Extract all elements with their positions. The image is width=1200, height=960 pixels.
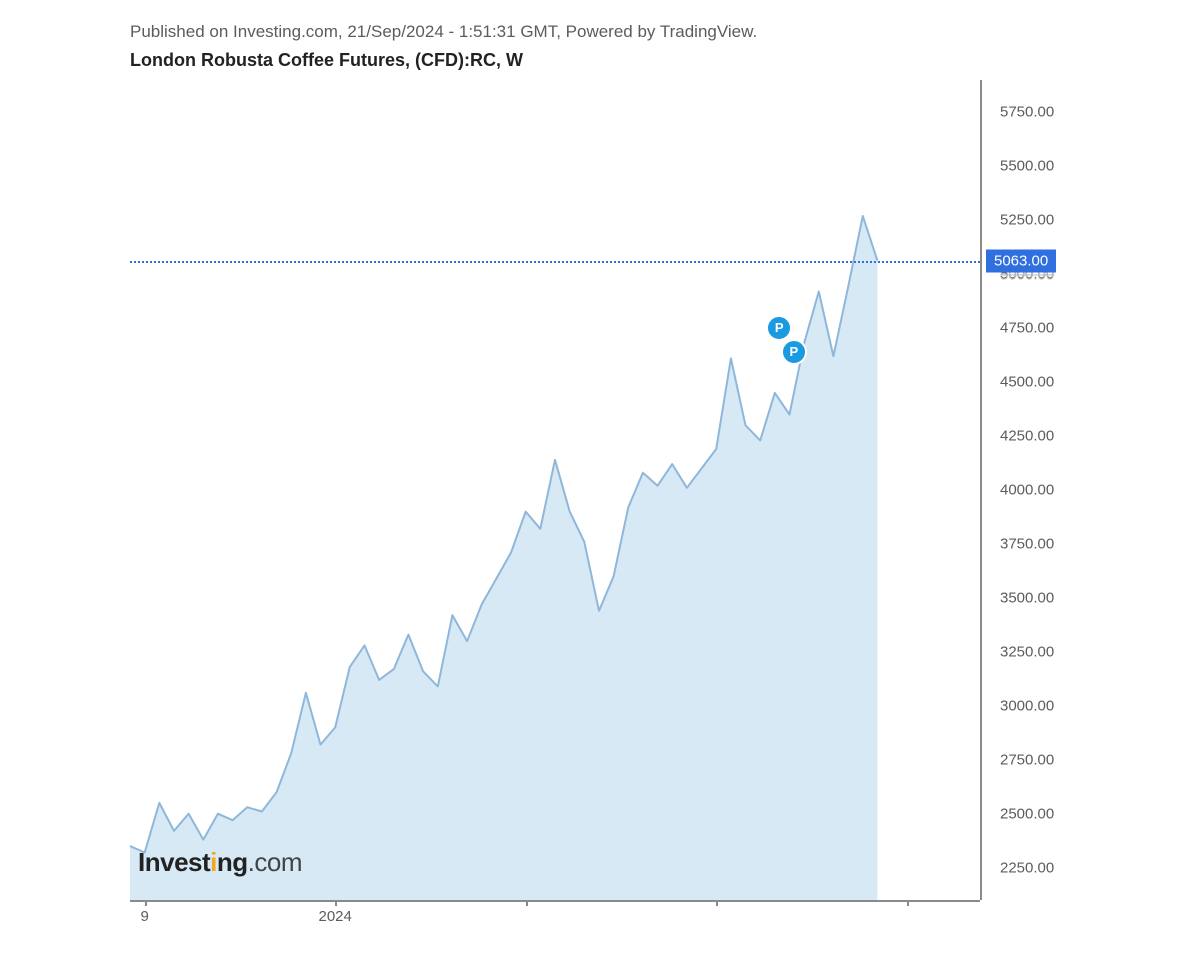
y-tick-label: 3250.00 [1000, 643, 1054, 660]
investing-watermark: Investing.com [138, 847, 302, 878]
x-tick-mark [716, 900, 718, 906]
y-tick-label: 5250.00 [1000, 212, 1054, 229]
y-tick-label: 5500.00 [1000, 158, 1054, 175]
y-tick-label: 5750.00 [1000, 104, 1054, 121]
y-tick-label: 2750.00 [1000, 751, 1054, 768]
y-axis-line [980, 80, 982, 900]
y-tick-label: 2250.00 [1000, 859, 1054, 876]
y-tick-label: 4750.00 [1000, 320, 1054, 337]
current-price-badge: 5063.00 [986, 249, 1056, 272]
x-axis-line [130, 900, 980, 902]
watermark-rest: .com [248, 847, 302, 877]
y-tick-label: 4000.00 [1000, 482, 1054, 499]
y-tick-label: 3500.00 [1000, 589, 1054, 606]
x-tick-label: 9 [140, 908, 148, 925]
watermark-bold: Investing [138, 847, 248, 877]
chart-container: Published on Investing.com, 21/Sep/2024 … [0, 0, 1200, 960]
y-tick-label: 3750.00 [1000, 535, 1054, 552]
y-tick-label: 4250.00 [1000, 428, 1054, 445]
price-chart[interactable]: Investing.com 2250.002500.002750.003000.… [130, 80, 980, 900]
x-tick-mark [907, 900, 909, 906]
y-tick-label: 3000.00 [1000, 697, 1054, 714]
y-tick-label: 2500.00 [1000, 805, 1054, 822]
x-tick-mark [335, 900, 337, 906]
p-marker-icon[interactable]: P [781, 339, 807, 365]
x-tick-label: 2024 [318, 908, 351, 925]
publish-info: Published on Investing.com, 21/Sep/2024 … [130, 22, 757, 42]
area-series [130, 80, 980, 900]
y-tick-label: 4500.00 [1000, 374, 1054, 391]
x-tick-mark [526, 900, 528, 906]
chart-title: London Robusta Coffee Futures, (CFD):RC,… [130, 50, 523, 71]
current-price-line [130, 261, 980, 263]
x-tick-mark [145, 900, 147, 906]
p-marker-icon[interactable]: P [766, 315, 792, 341]
